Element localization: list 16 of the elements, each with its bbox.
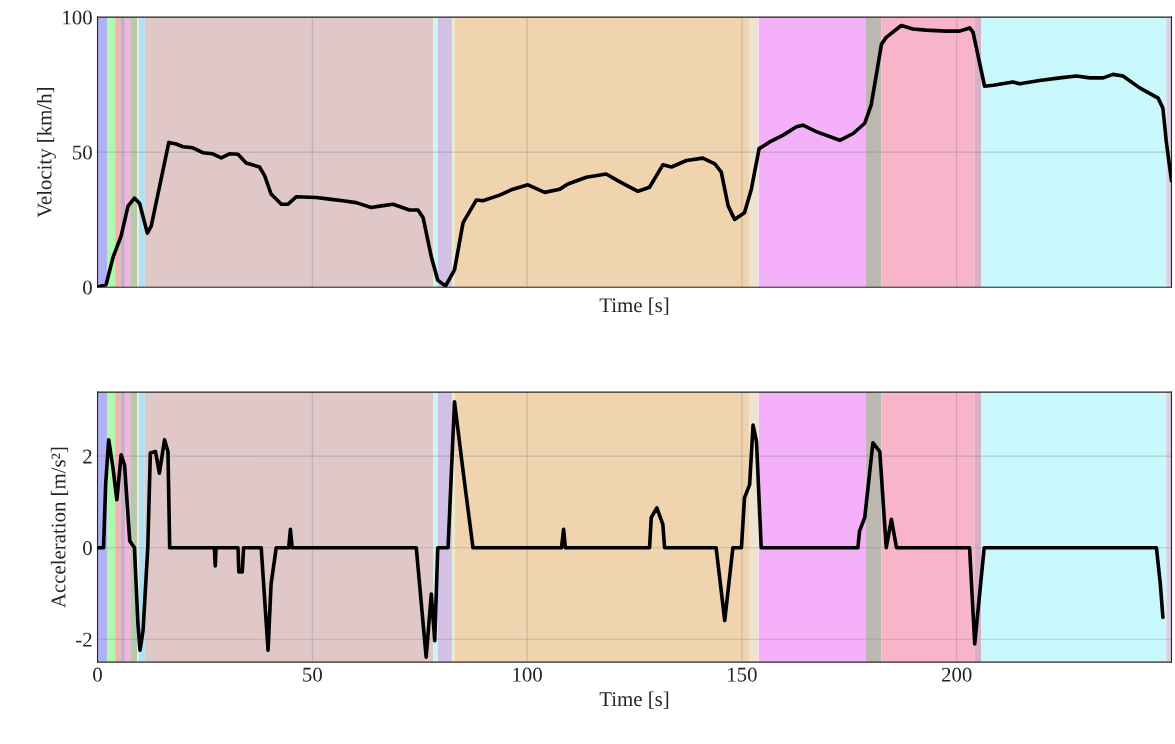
x-tick-label: 50 bbox=[303, 667, 322, 682]
y-tick-label: 0 bbox=[83, 541, 92, 556]
y-tick-label: 50 bbox=[73, 145, 92, 160]
y-tick-label: 100 bbox=[63, 10, 92, 25]
line-series bbox=[97, 399, 1165, 659]
y-tick-label: 2 bbox=[83, 449, 92, 464]
x-axis-title: Time [s] bbox=[599, 297, 669, 315]
x-axis-title: Time [s] bbox=[599, 691, 669, 709]
x-tick-label: 0 bbox=[93, 667, 102, 682]
y-axis-title: Acceleration [m/s²] bbox=[50, 447, 69, 608]
y-tick-label: -2 bbox=[76, 632, 92, 647]
y-axis-title: Velocity [km/h] bbox=[36, 88, 56, 218]
y-tick-label: 0 bbox=[83, 280, 92, 295]
x-tick-label: 100 bbox=[513, 667, 542, 682]
x-tick-label: 200 bbox=[941, 667, 972, 682]
x-tick-label: 150 bbox=[728, 667, 757, 682]
